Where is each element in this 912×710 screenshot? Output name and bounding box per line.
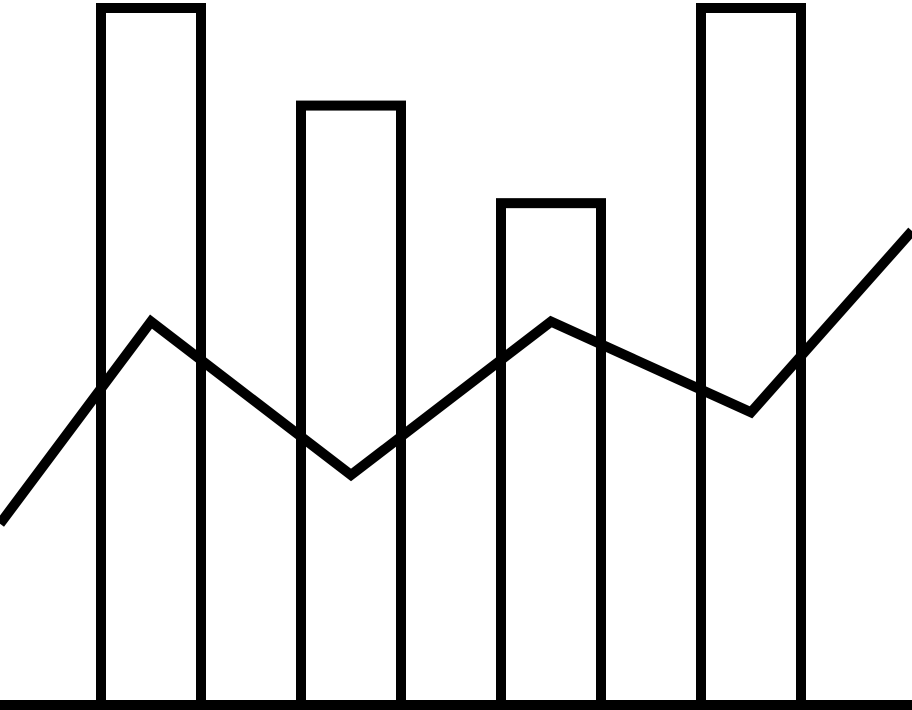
bar-4: [696, 3, 806, 710]
bar-1: [96, 3, 206, 710]
bar-3: [496, 198, 606, 710]
bar-2: [296, 100, 406, 710]
bar-series: [96, 3, 806, 710]
line-series-path: [0, 227, 912, 527]
line-series: [0, 227, 912, 527]
